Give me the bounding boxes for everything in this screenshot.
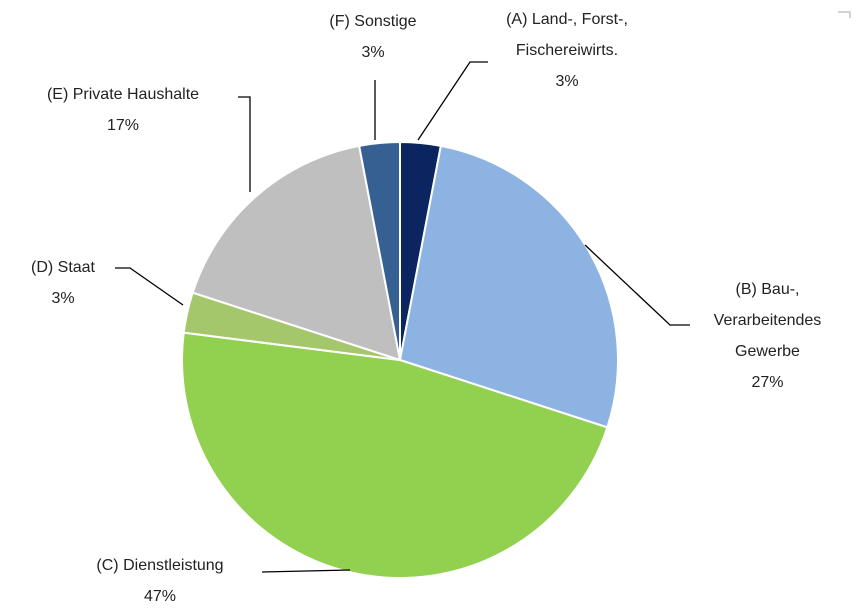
percent-label: 47% [143, 588, 177, 605]
leader-line [238, 96, 251, 192]
percent-label: 27% [751, 374, 784, 391]
percent-label: 17% [106, 117, 140, 134]
leader-line [261, 569, 351, 573]
pie [181, 140, 619, 579]
category-label: (D) Staat [30, 259, 95, 276]
leader-line [584, 244, 690, 326]
corner-mark [838, 11, 851, 18]
percent-label: 3% [555, 73, 579, 90]
category-label: (A) Land-, Forst-, Fischereiwirts. [506, 11, 628, 59]
data-label: (F) Sonstige 3% [300, 6, 446, 68]
data-label: (B) Bau-, Verarbeitendes Gewerbe 27% [700, 274, 835, 398]
pie-slice [191, 144, 402, 362]
percent-label: 3% [51, 290, 75, 307]
data-label: (A) Land-, Forst-, Fischereiwirts. 3% [487, 4, 647, 97]
category-label: (C) Dienstleistung [96, 557, 224, 574]
data-label: (D) Staat 3% [0, 252, 126, 314]
percent-label: 3% [361, 44, 385, 61]
category-label: (E) Private Haushalte [46, 86, 200, 103]
data-label: (C) Dienstleistung 47% [40, 550, 280, 612]
category-label: (F) Sonstige [329, 13, 417, 30]
pie-slice [181, 331, 609, 579]
leader-line [417, 61, 488, 141]
pie-slice [357, 140, 401, 361]
leader-line [115, 267, 184, 306]
pie-slice [398, 144, 619, 429]
data-label: (E) Private Haushalte 17% [5, 79, 241, 141]
category-label: (B) Bau-, Verarbeitendes Gewerbe [713, 281, 822, 360]
